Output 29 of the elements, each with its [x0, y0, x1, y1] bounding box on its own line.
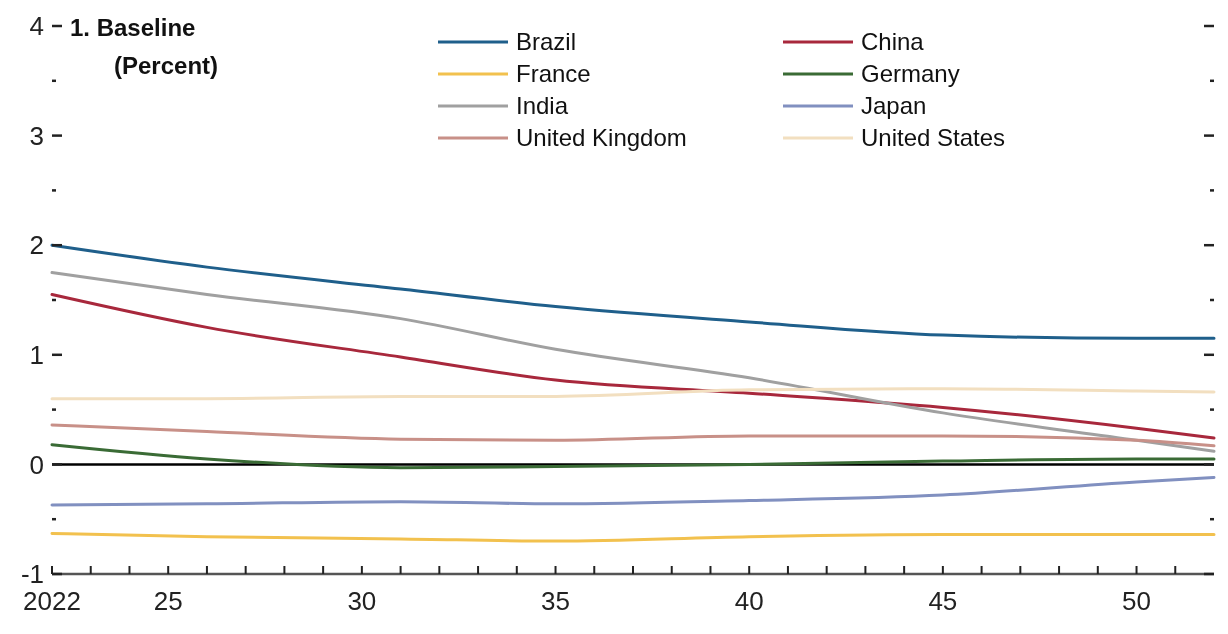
- y-tick-label: 2: [29, 230, 44, 261]
- x-tick-label: 50: [1122, 586, 1151, 616]
- legend-label: United States: [861, 124, 1006, 152]
- x-tick-label: 35: [541, 586, 570, 616]
- legend-label: Germany: [861, 60, 960, 88]
- line-series: [50, 476, 1216, 507]
- line-series: [50, 293, 1216, 440]
- line-series: [50, 443, 1216, 470]
- chart-title: 1. Baseline: [70, 14, 196, 41]
- y-tick-label: 4: [29, 11, 44, 42]
- line-series: [50, 271, 1216, 453]
- legend-label: Japan: [861, 92, 927, 120]
- x-tick-label: 40: [734, 586, 764, 616]
- x-tick-label: 30: [347, 586, 377, 616]
- y-tick-label: 3: [29, 120, 44, 151]
- x-tick-label: 25: [153, 586, 183, 616]
- y-tick-label: 1: [29, 339, 44, 370]
- text: (Percent): [114, 52, 219, 79]
- x-tick-label: 45: [928, 586, 958, 616]
- line-series: [50, 387, 1216, 401]
- legend-label: India: [516, 92, 569, 120]
- line-series: [50, 243, 1216, 340]
- legend-label: France: [516, 60, 591, 88]
- line-series: [50, 531, 1216, 543]
- legend-label: United Kingdom: [516, 124, 687, 152]
- legend-label: China: [861, 28, 925, 56]
- line-series: [50, 423, 1216, 448]
- y-tick-label: 0: [29, 449, 44, 480]
- legend-label: Brazil: [516, 28, 577, 56]
